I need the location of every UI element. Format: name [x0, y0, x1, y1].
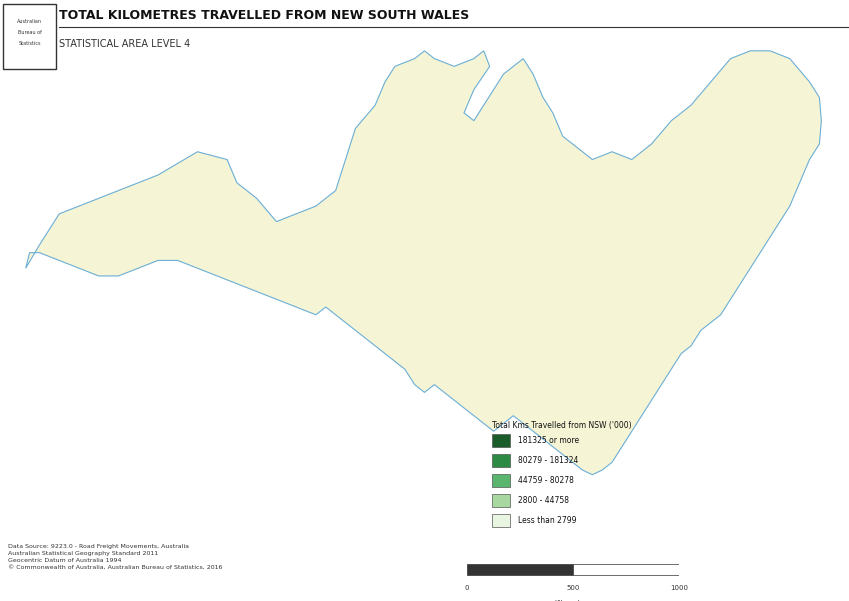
Text: Kilometres: Kilometres	[554, 600, 592, 601]
FancyBboxPatch shape	[492, 454, 510, 467]
Text: 1000: 1000	[670, 585, 689, 591]
Text: TOTAL KILOMETRES TRAVELLED FROM NEW SOUTH WALES: TOTAL KILOMETRES TRAVELLED FROM NEW SOUT…	[59, 9, 469, 22]
Bar	[467, 564, 573, 575]
Text: Bureau of: Bureau of	[18, 30, 42, 35]
Text: Data Source: 9223.0 - Road Freight Movements, Australia
Australian Statistical G: Data Source: 9223.0 - Road Freight Movem…	[8, 544, 222, 570]
Text: Statistics: Statistics	[19, 41, 41, 46]
FancyBboxPatch shape	[492, 514, 510, 526]
Text: Australian: Australian	[17, 19, 42, 24]
Text: 2800 - 44758: 2800 - 44758	[518, 496, 569, 505]
Text: STATISTICAL AREA LEVEL 4: STATISTICAL AREA LEVEL 4	[59, 39, 191, 49]
Text: Total Kms Travelled from NSW ('000): Total Kms Travelled from NSW ('000)	[492, 421, 632, 430]
FancyBboxPatch shape	[492, 494, 510, 507]
FancyBboxPatch shape	[492, 434, 510, 447]
Text: 181325 or more: 181325 or more	[518, 436, 579, 445]
FancyBboxPatch shape	[492, 474, 510, 487]
Polygon shape	[25, 51, 821, 475]
Text: 44759 - 80278: 44759 - 80278	[518, 476, 574, 484]
Text: 0: 0	[464, 585, 469, 591]
Text: Less than 2799: Less than 2799	[518, 516, 576, 525]
Bar	[573, 564, 679, 575]
Text: 80279 - 181324: 80279 - 181324	[518, 456, 578, 465]
Text: 500: 500	[566, 585, 580, 591]
